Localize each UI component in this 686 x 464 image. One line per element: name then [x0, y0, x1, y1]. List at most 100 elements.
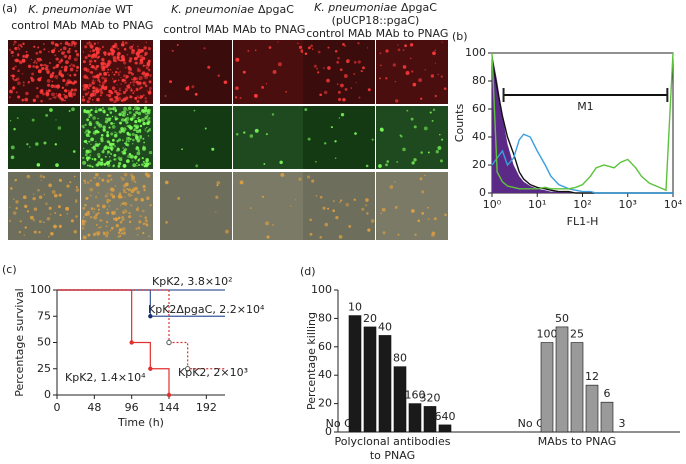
cell [129, 137, 132, 141]
cell [112, 55, 117, 60]
cell [121, 210, 126, 214]
cell [128, 211, 131, 215]
cell [33, 59, 37, 63]
cell [366, 47, 369, 49]
cell [15, 91, 18, 94]
cell [137, 226, 141, 230]
cell [111, 226, 114, 230]
cell [135, 137, 138, 140]
cell [106, 117, 111, 122]
cell [365, 204, 367, 207]
cell [48, 206, 52, 210]
cell [11, 74, 15, 78]
cell [111, 86, 116, 90]
cell [51, 74, 55, 78]
cell [117, 73, 120, 76]
cell [123, 74, 127, 78]
cell [103, 146, 108, 150]
species: K. pneumoniae [314, 1, 397, 14]
cell [139, 215, 142, 218]
cell [87, 87, 90, 90]
cell [129, 57, 131, 59]
cell [121, 177, 125, 181]
cell [148, 46, 150, 49]
cell [181, 148, 183, 150]
cell [121, 219, 123, 222]
cell [357, 60, 361, 64]
cell [134, 133, 138, 137]
cell [100, 158, 103, 161]
cell [145, 223, 149, 227]
cell [37, 69, 42, 74]
cell [110, 46, 113, 48]
cell [120, 77, 122, 79]
cell [66, 49, 71, 54]
cell [126, 113, 129, 116]
cell [294, 199, 297, 201]
cell [33, 61, 35, 64]
cell [420, 97, 423, 100]
cell [137, 149, 141, 152]
cell [124, 41, 128, 45]
cell [332, 200, 335, 203]
cell [107, 107, 112, 111]
cell [135, 87, 139, 92]
cell [143, 164, 147, 168]
cell [116, 67, 119, 70]
cell [111, 138, 115, 142]
cell [133, 90, 136, 92]
cell [99, 219, 102, 222]
cell [136, 151, 141, 156]
cell [135, 129, 140, 134]
cell [73, 73, 77, 77]
cell [336, 83, 339, 85]
cell [65, 82, 69, 87]
cell [117, 72, 120, 75]
cell [21, 98, 25, 102]
cell [427, 206, 430, 209]
cell [143, 46, 147, 50]
cell [116, 148, 120, 152]
cell [324, 142, 327, 145]
cell [342, 42, 345, 46]
cell [133, 129, 135, 132]
micrograph [303, 40, 375, 104]
cell [49, 108, 53, 112]
cell [195, 164, 199, 168]
cell [97, 208, 101, 211]
cell [440, 75, 443, 78]
cell [109, 69, 112, 71]
bar-label: 25 [570, 328, 584, 341]
cell [22, 84, 25, 87]
cell [110, 178, 113, 181]
cell [26, 174, 31, 179]
cell [75, 185, 78, 188]
cell [54, 43, 58, 47]
cell [84, 92, 88, 96]
cell [33, 193, 35, 195]
cell [118, 192, 122, 196]
cell [27, 80, 30, 83]
cell [144, 222, 146, 225]
bar-label: 20 [363, 312, 377, 325]
cell [32, 98, 37, 103]
cell [138, 96, 140, 99]
cell [143, 73, 147, 78]
cell [92, 99, 94, 101]
x-tick-label: 10¹ [528, 198, 546, 211]
cell [114, 185, 116, 187]
cell [86, 42, 89, 45]
cell [122, 110, 127, 115]
cell [64, 95, 68, 99]
cell [96, 204, 100, 208]
cell [101, 161, 104, 164]
cell [140, 86, 143, 89]
survival-curve [57, 289, 225, 370]
cell [439, 159, 443, 163]
cell [339, 68, 343, 72]
cell [54, 74, 59, 79]
cell [169, 80, 172, 84]
cell [319, 195, 323, 199]
cell [133, 49, 136, 51]
cell [93, 59, 97, 63]
